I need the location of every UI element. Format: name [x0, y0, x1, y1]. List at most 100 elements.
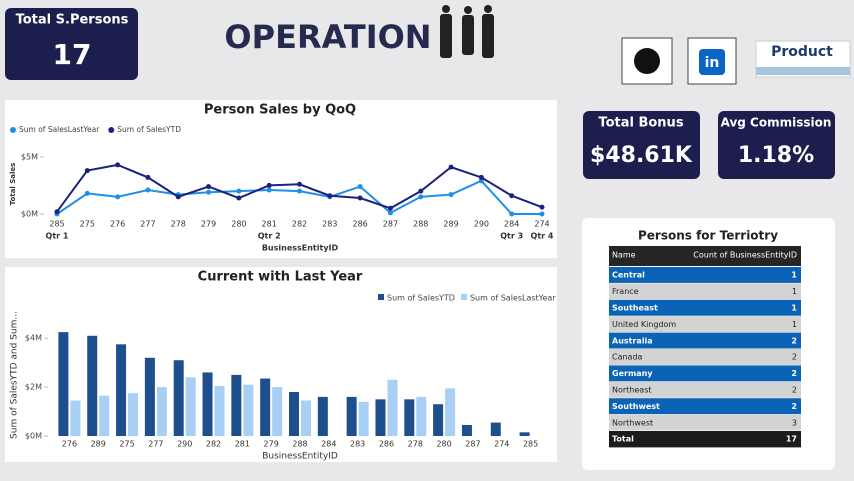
table-cell: 1: [791, 304, 797, 313]
legend-marker: [378, 294, 384, 300]
data-point: [478, 178, 484, 184]
x-tick-label: 290: [177, 440, 192, 449]
y-axis-title: Sum of SalesYTD and Sum...: [10, 311, 20, 439]
data-point: [357, 184, 363, 190]
github-icon: [634, 48, 660, 74]
table-cell: 2: [791, 402, 797, 411]
table-cell: 1: [791, 271, 797, 280]
button-label[interactable]: Product: [771, 44, 833, 60]
data-point: [84, 168, 90, 174]
y-axis-title: Total Sales: [9, 163, 17, 206]
table-cell: 17: [786, 435, 797, 444]
table-cell: Australia: [612, 336, 653, 345]
quarter-label: Qtr 1: [46, 232, 69, 241]
table-cell: 2: [792, 386, 797, 395]
data-point: [236, 188, 242, 194]
x-axis-title: BusinessEntityID: [262, 244, 339, 253]
github-button[interactable]: [621, 37, 673, 85]
table-cell: Southeast: [612, 304, 658, 313]
product-button[interactable]: Product: [755, 40, 851, 78]
x-tick-label: 287: [383, 220, 398, 229]
y-tick-label: $0M: [21, 210, 38, 219]
bar: [243, 384, 254, 436]
x-tick-label: 288: [292, 440, 307, 449]
bar: [185, 377, 196, 436]
bar: [202, 372, 213, 436]
x-tick-label: 286: [352, 220, 367, 229]
x-tick-label: 275: [119, 440, 134, 449]
table-row: [609, 316, 801, 333]
bar: [128, 393, 139, 436]
table-row: [609, 365, 801, 382]
data-point: [539, 204, 545, 210]
bar: [173, 360, 184, 436]
bar: [58, 332, 69, 436]
x-tick-label: 288: [413, 220, 428, 229]
table-row: [609, 267, 801, 283]
bar: [214, 385, 225, 436]
table-row: [609, 283, 801, 300]
y-tick-label: $5M: [21, 152, 38, 161]
data-point: [448, 164, 454, 170]
data-point: [509, 193, 515, 199]
card-label: Avg Commission: [721, 116, 832, 130]
data-point: [387, 205, 393, 211]
card-value: 1.18%: [738, 143, 814, 168]
table-cell: 2: [792, 353, 797, 362]
x-tick-label: 285: [49, 220, 64, 229]
table-cell: Southwest: [612, 402, 660, 411]
x-tick-label: 283: [350, 440, 365, 449]
page-title: OPERATION: [224, 18, 431, 56]
bar: [461, 425, 472, 436]
table-cell: 3: [792, 418, 797, 427]
data-point: [418, 188, 424, 194]
data-point: [54, 209, 60, 215]
table-row: [609, 398, 801, 415]
bar: [156, 387, 167, 436]
data-point: [297, 181, 302, 187]
x-tick-label: 277: [140, 220, 155, 229]
data-point: [266, 182, 272, 188]
bar: [301, 400, 311, 436]
y-tick-label: $4M: [25, 334, 42, 343]
bar: [346, 396, 357, 436]
data-point: [236, 195, 242, 201]
legend-label: Sum of SalesYTD: [387, 294, 455, 303]
bar: [272, 387, 283, 436]
bar: [99, 395, 110, 436]
chart-title: Current with Last Year: [198, 270, 363, 285]
card-value: 17: [53, 38, 92, 71]
x-tick-label: 274: [534, 220, 549, 229]
x-tick-label: 275: [80, 220, 95, 229]
chart-title: Person Sales by QoQ: [204, 103, 356, 118]
bar: [116, 344, 127, 436]
button-arrow: [756, 67, 850, 75]
card-value: $48.61K: [590, 143, 693, 168]
x-tick-label: 283: [322, 220, 337, 229]
legend-label: Sum of SalesLastYear: [19, 125, 100, 134]
table-cell: Germany: [612, 369, 653, 378]
linkedin-button[interactable]: in: [687, 37, 737, 85]
table-cell: Total: [612, 435, 634, 444]
card: [718, 111, 835, 179]
table-header: [609, 246, 801, 266]
data-point: [145, 187, 151, 193]
table-cell: France: [612, 287, 639, 296]
bar: [519, 432, 530, 436]
x-tick-label: 284: [321, 440, 336, 449]
data-point: [84, 190, 90, 196]
data-point: [206, 184, 212, 190]
card: [583, 111, 700, 179]
data-point: [387, 210, 393, 216]
chart-panel: [5, 100, 557, 258]
column-header: Name: [612, 251, 636, 260]
data-point: [418, 194, 424, 200]
bar: [375, 399, 386, 436]
data-point: [115, 162, 121, 168]
data-point: [327, 193, 333, 199]
bar: [433, 404, 444, 436]
table-row: [609, 381, 801, 398]
x-tick-label: 280: [231, 220, 246, 229]
table-cell: 2: [791, 369, 797, 378]
table-total-row: [609, 431, 801, 448]
